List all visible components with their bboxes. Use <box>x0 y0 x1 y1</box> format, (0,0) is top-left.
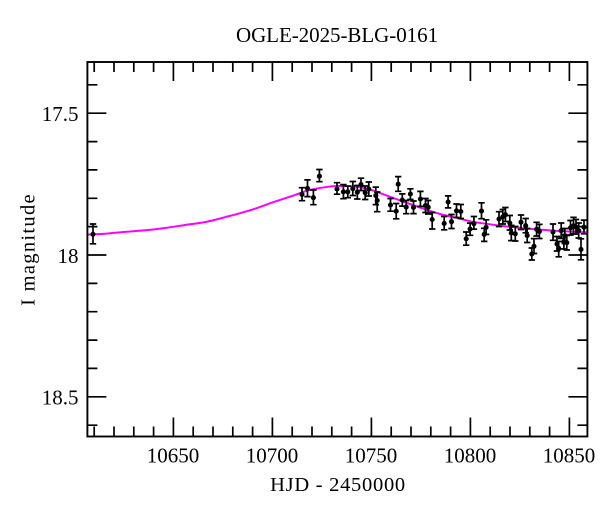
svg-text:10800: 10800 <box>444 444 497 468</box>
svg-text:I magnitude: I magnitude <box>18 193 40 306</box>
svg-text:HJD - 2450000: HJD - 2450000 <box>270 474 406 496</box>
svg-text:18.5: 18.5 <box>42 386 79 410</box>
svg-text:10700: 10700 <box>246 444 299 468</box>
svg-text:10750: 10750 <box>345 444 398 468</box>
svg-text:10850: 10850 <box>543 444 596 468</box>
svg-text:10650: 10650 <box>147 444 200 468</box>
svg-text:OGLE-2025-BLG-0161: OGLE-2025-BLG-0161 <box>236 23 438 47</box>
svg-text:18: 18 <box>58 244 79 268</box>
svg-text:17.5: 17.5 <box>42 102 79 126</box>
